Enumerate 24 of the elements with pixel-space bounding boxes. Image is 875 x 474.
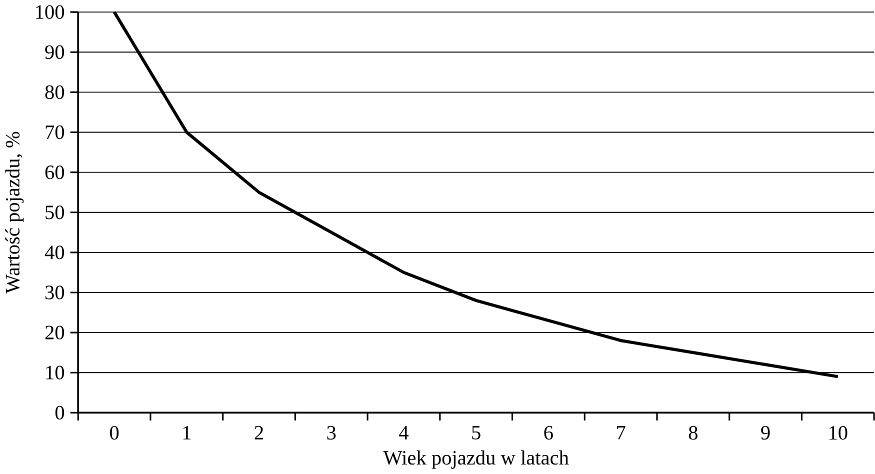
x-tick-label: 7 (617, 426, 626, 440)
x-tick-label: 4 (399, 426, 409, 440)
y-tick-label: 100 (36, 5, 64, 19)
x-axis-title: Wiek pojazdu w latach (383, 450, 569, 469)
x-tick-label: 9 (761, 426, 770, 440)
y-tick-label: 60 (45, 165, 64, 180)
y-tick-label: 70 (46, 125, 64, 140)
y-tick-label: 20 (45, 326, 64, 340)
y-tick-label: 10 (46, 366, 64, 380)
y-tick-label: 80 (45, 85, 64, 100)
x-tick-label: 1 (183, 426, 191, 440)
x-tick-label: 2 (254, 426, 263, 440)
y-tick-label: 0 (55, 406, 64, 420)
y-axis-title: Wartość pojazdu, % (5, 132, 24, 294)
y-tick-label: 30 (45, 286, 64, 300)
x-tick-label: 5 (472, 426, 480, 440)
x-tick-label: 6 (544, 426, 553, 440)
x-tick-label: 0 (110, 426, 119, 440)
x-tick-label: 8 (688, 426, 698, 440)
y-tick-label: 90 (45, 45, 64, 59)
y-tick-label: 50 (46, 206, 64, 220)
y-tick-label: 40 (44, 246, 64, 260)
x-tick-label: 3 (327, 426, 336, 440)
x-tick-label: 10 (830, 426, 848, 440)
